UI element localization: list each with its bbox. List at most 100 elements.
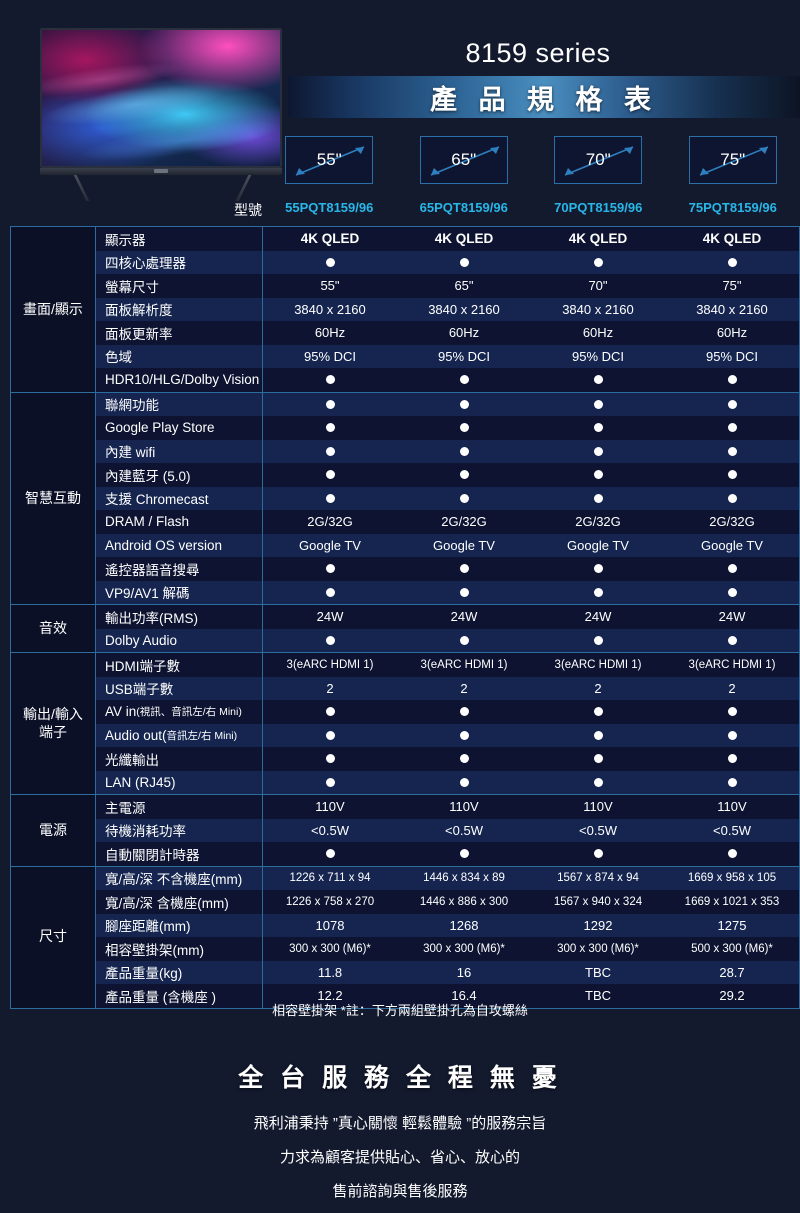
spec-row-label: 遙控器語音搜尋 <box>96 557 263 581</box>
spec-value: TBC <box>585 964 611 980</box>
spec-group: 輸出/輸入 端子 HDMI端子數 3(eARC HDMI 1) 3(eARC HDMI … <box>11 653 799 795</box>
spec-value: Google TV <box>299 537 361 553</box>
supported-dot-icon <box>263 700 397 724</box>
screen-size-cell: 55" <box>262 136 397 184</box>
spec-value: 60Hz <box>448 325 480 341</box>
spec-row-values: 12.2 16.4 TBC 29.2 <box>263 984 799 1008</box>
spec-row-values <box>263 440 799 464</box>
supported-dot-icon <box>263 440 397 464</box>
supported-dot-icon <box>665 771 799 795</box>
spec-row: Google Play Store <box>96 416 799 440</box>
spec-row: 待機消耗功率 <0.5W <0.5W <0.5W <0.5W <box>96 818 799 842</box>
spec-value: 60Hz <box>582 325 614 341</box>
supported-dot-icon <box>263 842 397 866</box>
spec-value: 2G/32G <box>441 514 487 530</box>
spec-row: 面板更新率 60Hz 60Hz 60Hz 60Hz <box>96 321 799 345</box>
supported-dot-icon <box>665 581 799 605</box>
supported-dot-icon <box>397 416 531 440</box>
service-line: 力求為顧客提供貼心、省心、放心的 <box>279 1149 520 1166</box>
spec-row-label: Android OS version <box>96 533 263 557</box>
supported-dot-icon <box>397 700 531 724</box>
spec-value: 1268 <box>449 917 479 933</box>
spec-row: 產品重量(kg) 11.8 16 TBC 28.7 <box>96 960 799 984</box>
model-number: 70PQT8159/96 <box>554 200 643 215</box>
spec-row-values: 24W 24W 24W 24W <box>263 605 799 629</box>
supported-dot-icon <box>531 629 665 653</box>
spec-group-rows: 輸出功率(RMS) 24W 24W 24W 24W Dolby Audio <box>96 605 799 652</box>
spec-row: Audio out(音訊左/右 Mini) <box>96 723 799 748</box>
supported-dot-icon <box>665 416 799 440</box>
supported-dot-icon <box>263 771 397 795</box>
spec-value: 24W <box>584 609 612 625</box>
spec-row: HDMI端子數 3(eARC HDMI 1) 3(eARC HDMI 1) 3(eAR… <box>96 653 799 677</box>
spec-row-values: 2 2 2 2 <box>263 677 799 701</box>
supported-dot-icon <box>531 251 665 275</box>
header: 8159 series 產 品 規 格 表 55" 65" 70" 75" 型號 55… <box>0 0 800 230</box>
spec-row-values: 4K QLED 4K QLED 4K QLED 4K QLED <box>263 227 799 251</box>
spec-value: 2 <box>728 680 736 696</box>
supported-dot-icon <box>531 416 665 440</box>
spec-row: HDR10/HLG/Dolby Vision <box>96 368 799 392</box>
supported-dot-icon <box>263 581 397 605</box>
spec-group-rows: 主電源 110V 110V 110V 110V 待機消耗功率 <0.5W <0.5W <0.5W… <box>96 795 799 866</box>
spec-row-values <box>263 771 799 795</box>
spec-row-label: 輸出功率(RMS) <box>96 605 263 629</box>
spec-row-values: 300 x 300 (M6)* 300 x 300 (M6)* 300 x 300 … <box>263 937 799 961</box>
supported-dot-icon <box>531 557 665 581</box>
spec-value: Google TV <box>701 537 763 553</box>
spec-value: <0.5W <box>445 822 483 838</box>
service-line: 售前諮詢與售後服務 <box>332 1183 468 1200</box>
supported-dot-icon <box>531 724 665 748</box>
spec-row-values <box>263 393 799 417</box>
spec-row-label: 螢幕尺寸 <box>96 274 263 298</box>
tv-brand-logo <box>154 169 168 173</box>
spec-value: 65" <box>454 278 474 294</box>
spec-row: VP9/AV1 解碼 <box>96 580 799 605</box>
supported-dot-icon <box>665 463 799 487</box>
spec-value: 1446 x 834 x 89 <box>423 872 505 885</box>
spec-value: 300 x 300 (M6)* <box>557 942 639 955</box>
model-number: 55PQT8159/96 <box>285 200 374 215</box>
supported-dot-icon <box>665 557 799 581</box>
supported-dot-icon <box>665 724 799 748</box>
spec-value: 110V <box>449 799 479 815</box>
spec-group: 尺寸 寬/高/深 不含機座(mm) 1226 x 711 x 94 1446 x 83… <box>11 866 799 1008</box>
wallmount-footnote: 相容壁掛架 *註：下方兩組壁掛孔為自攻螺絲 <box>272 1003 528 1018</box>
spec-value: 500 x 300 (M6)* <box>691 942 773 955</box>
spec-row-label: Dolby Audio <box>96 628 263 652</box>
screen-size-box: 55" <box>285 136 374 184</box>
supported-dot-icon <box>397 487 531 511</box>
supported-dot-icon <box>263 416 397 440</box>
spec-row: 支援 Chromecast <box>96 486 799 511</box>
spec-row-label: 相容壁掛架(mm) <box>96 937 263 961</box>
spec-group-name: 電源 <box>11 795 96 866</box>
spec-row-label: 四核心處理器 <box>96 250 263 274</box>
spec-row-values <box>263 581 799 605</box>
supported-dot-icon <box>531 771 665 795</box>
diagonal-arrow-icon <box>564 146 634 176</box>
spec-value: 95% DCI <box>571 348 625 364</box>
supported-dot-icon <box>665 393 799 417</box>
spec-value: 1226 x 711 x 94 <box>289 872 371 885</box>
spec-value: 4K QLED <box>702 231 762 247</box>
spec-row-label: 產品重量(kg) <box>96 960 263 984</box>
screen-size-icons: 55" 65" 70" 75" <box>262 136 800 184</box>
spec-value: 60Hz <box>314 325 346 341</box>
spec-row-values <box>263 700 799 724</box>
spec-value: 2 <box>460 680 468 696</box>
spec-value: TBC <box>585 988 611 1004</box>
spec-row-values <box>263 629 799 653</box>
spec-value: 2G/32G <box>709 514 755 530</box>
spec-row-label: 腳座距離(mm) <box>96 913 263 937</box>
spec-row: 輸出功率(RMS) 24W 24W 24W 24W <box>96 605 799 629</box>
supported-dot-icon <box>263 629 397 653</box>
spec-value: 75" <box>722 278 742 294</box>
spec-row-values: Google TV Google TV Google TV Google TV <box>263 534 799 558</box>
service-description: 飛利浦秉持 ”真心關懷 輕鬆體驗 ”的服務宗旨 力求為顧客提供貼心、省心、放心的售… <box>0 1112 800 1213</box>
spec-value: 1669 x 1021 x 353 <box>684 895 780 908</box>
spec-group-rows: 聯網功能 Google Play Store 內建 wifi 內建藍牙 (5.0) 支援… <box>96 392 799 605</box>
spec-value: 60Hz <box>716 325 748 341</box>
spec-value: 70" <box>588 278 608 294</box>
series-title: 8159 series <box>465 38 611 68</box>
